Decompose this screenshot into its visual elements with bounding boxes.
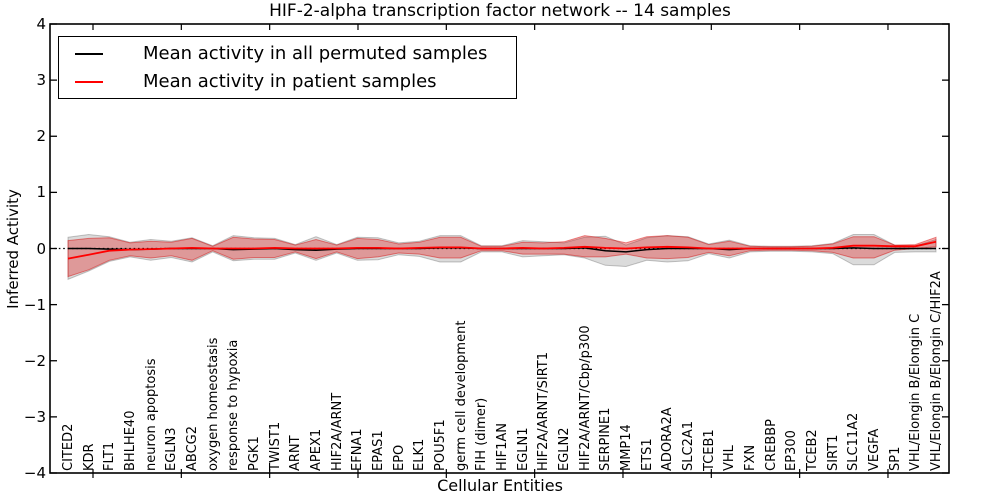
y-tick-label: 2 xyxy=(36,127,46,146)
x-tick-label: VHL xyxy=(722,445,737,471)
x-tick-label: neuron apoptosis xyxy=(144,358,159,472)
x-tick-label: CITED2 xyxy=(61,423,76,471)
legend-item-permuted: Mean activity in all permuted samples xyxy=(59,40,516,67)
y-tick-label: 4 xyxy=(36,15,46,33)
x-tick-label: POU5F1 xyxy=(433,419,448,471)
x-tick-label: EGLN2 xyxy=(557,427,572,471)
y-tick-label: −4 xyxy=(23,464,46,482)
permuted-line-swatch xyxy=(75,52,103,55)
x-tick-label: EPAS1 xyxy=(371,430,386,471)
x-tick-label: TWIST1 xyxy=(268,421,283,471)
x-tick-label: ETS1 xyxy=(640,438,655,471)
x-tick-label: KDR xyxy=(82,443,97,471)
x-tick-label: MMP14 xyxy=(619,424,634,471)
patient-std-band xyxy=(67,235,937,278)
x-tick-label: germ cell development xyxy=(454,320,469,471)
x-tick-label: oxygen homeostasis xyxy=(206,337,221,471)
x-tick-label: VHL/Elongin B/Elongin C xyxy=(908,313,923,471)
x-tick-label: HIF2A/ARNT/SIRT1 xyxy=(536,352,551,471)
x-tick-label: TCEB1 xyxy=(702,429,717,471)
x-tick-label: EFNA1 xyxy=(350,428,365,471)
y-tick-label: −3 xyxy=(23,407,46,426)
x-tick-label: FLT1 xyxy=(102,441,117,471)
x-tick-label: BHLHE40 xyxy=(123,410,138,471)
x-tick-label: HIF1AN xyxy=(495,423,510,471)
y-tick-label: −2 xyxy=(23,351,46,370)
x-tick-label: VEGFA xyxy=(867,428,882,471)
x-tick-label: SP1 xyxy=(888,446,903,471)
x-tick-label: FXN xyxy=(743,444,758,471)
permuted-std-band xyxy=(67,233,937,281)
x-tick-label: FIH (dimer) xyxy=(474,397,489,471)
x-tick-label: ARNT xyxy=(288,435,303,471)
legend: Mean activity in all permuted samples Me… xyxy=(58,36,517,99)
x-axis-label: Cellular Entities xyxy=(437,476,563,495)
y-tick-label: 0 xyxy=(36,239,46,258)
chart-title: HIF-2-alpha transcription factor network… xyxy=(269,1,731,21)
patient-line-swatch xyxy=(75,80,103,83)
x-tick-label: TCEB2 xyxy=(805,429,820,471)
legend-label-patient: Mean activity in patient samples xyxy=(143,70,437,92)
x-tick-label: ADORA2A xyxy=(660,407,675,471)
x-tick-label: CREBBP xyxy=(764,419,779,471)
legend-item-patient: Mean activity in patient samples xyxy=(59,68,516,95)
x-tick-label: SLC11A2 xyxy=(846,412,861,471)
x-tick-label: APEX1 xyxy=(309,428,324,471)
x-tick-label: EPO xyxy=(392,444,407,471)
x-tick-label: EGLN3 xyxy=(164,427,179,471)
x-tick-label: response to hypoxia xyxy=(226,339,241,471)
x-tick-label: HIF2A/ARNT/Cbp/p300 xyxy=(578,325,593,471)
y-tick-label: 3 xyxy=(36,71,46,90)
y-tick-label: −1 xyxy=(23,295,46,314)
x-tick-label: SIRT1 xyxy=(826,434,841,471)
x-tick-label: ABCG2 xyxy=(185,425,200,471)
x-tick-label: EP300 xyxy=(784,430,799,471)
y-tick-label: 1 xyxy=(36,183,46,202)
x-tick-label: EGLN1 xyxy=(516,427,531,471)
x-tick-label: VHL/Elongin B/Elongin C/HIF2A xyxy=(929,271,944,471)
x-tick-label: SERPINE1 xyxy=(598,407,613,471)
x-tick-label: SLC2A1 xyxy=(681,420,696,471)
x-tick-label: ELK1 xyxy=(412,438,427,471)
x-tick-label: PGK1 xyxy=(247,436,262,471)
x-tick-label: HIF2A/ARNT xyxy=(330,392,345,471)
patient-mean-line xyxy=(67,240,937,260)
legend-label-permuted: Mean activity in all permuted samples xyxy=(143,42,488,64)
